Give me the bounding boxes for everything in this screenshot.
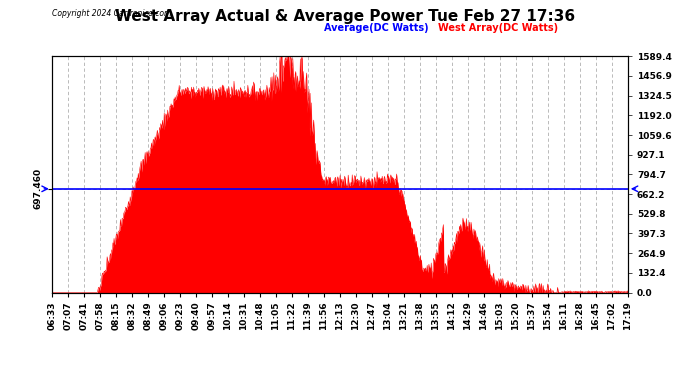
Text: West Array(DC Watts): West Array(DC Watts) — [438, 23, 558, 33]
Text: West Array Actual & Average Power Tue Feb 27 17:36: West Array Actual & Average Power Tue Fe… — [115, 9, 575, 24]
Text: Average(DC Watts): Average(DC Watts) — [324, 23, 429, 33]
Text: Copyright 2024 Cartronics.com: Copyright 2024 Cartronics.com — [52, 9, 171, 18]
